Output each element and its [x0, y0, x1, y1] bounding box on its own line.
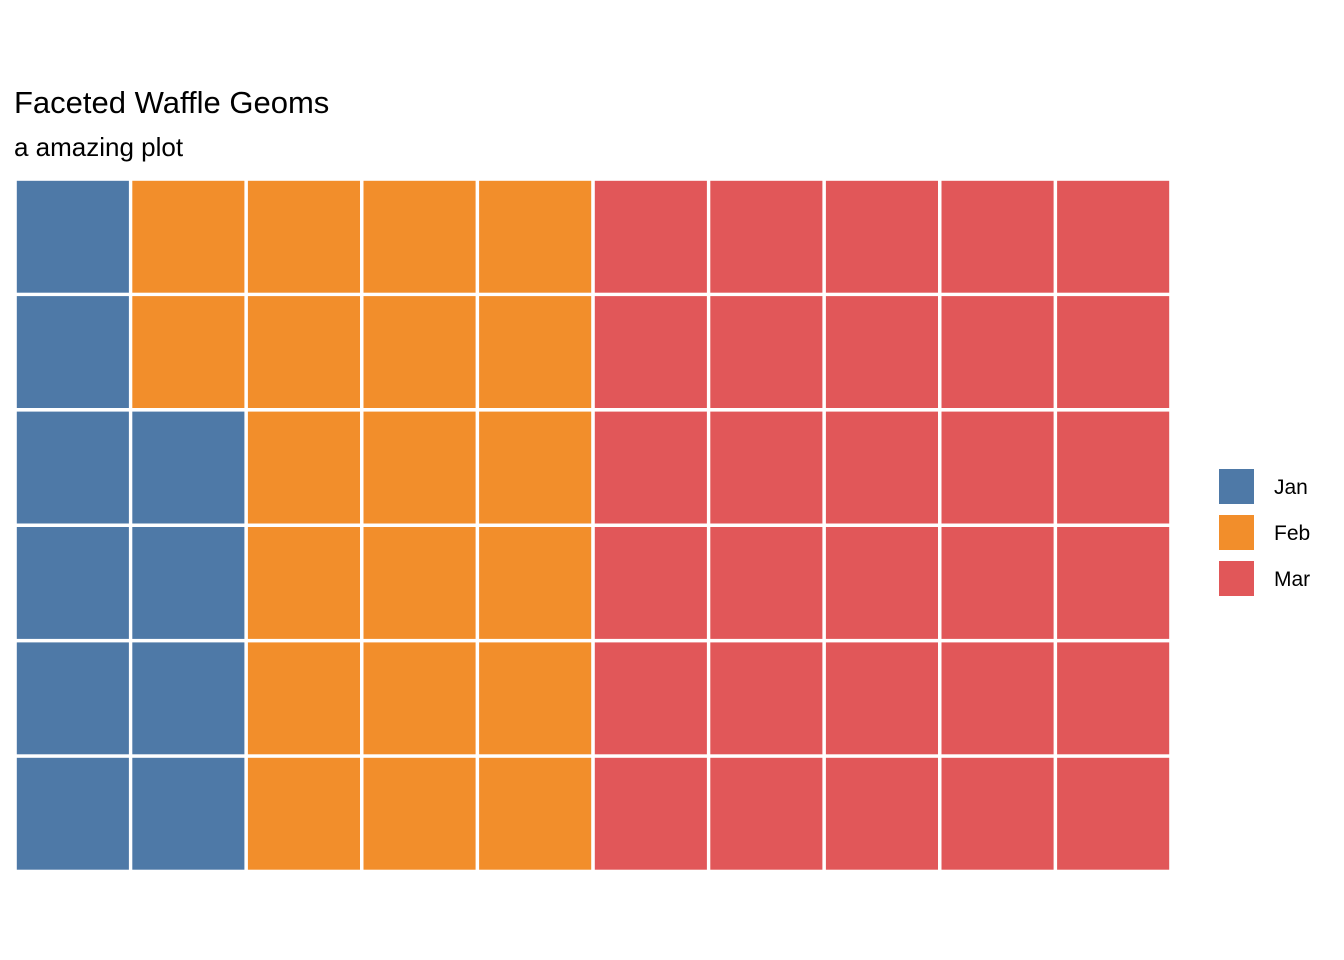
legend-item-jan: Jan [1219, 469, 1329, 515]
waffle-tile-mar [710, 757, 823, 870]
waffle-tile-feb [479, 757, 592, 870]
waffle-tile-feb [479, 527, 592, 639]
waffle-tile-mar [941, 411, 1054, 524]
waffle-tile-feb [479, 296, 592, 408]
waffle-tile-feb [247, 296, 360, 408]
waffle-tile-feb [363, 642, 476, 755]
waffle-tile-feb [479, 180, 592, 293]
waffle-tile-mar [710, 527, 823, 639]
waffle-tile-feb [363, 527, 476, 639]
waffle-tile-mar [594, 411, 707, 524]
legend-label-jan: Jan [1274, 476, 1308, 499]
waffle-tile-feb [247, 757, 360, 870]
waffle-tile-mar [825, 296, 938, 408]
waffle-tile-feb [247, 527, 360, 639]
waffle-tile-jan [16, 411, 129, 524]
waffle-tile-mar [1057, 527, 1170, 639]
waffle-tile-mar [594, 296, 707, 408]
waffle-tile-feb [479, 642, 592, 755]
waffle-tile-mar [1057, 411, 1170, 524]
waffle-tile-mar [594, 527, 707, 639]
waffle-tile-mar [1057, 642, 1170, 755]
waffle-tile-feb [132, 296, 245, 408]
waffle-tile-jan [132, 527, 245, 639]
legend-label-mar: Mar [1274, 568, 1311, 591]
waffle-tile-mar [941, 180, 1054, 293]
waffle-tile-jan [16, 180, 129, 293]
waffle-tile-mar [941, 642, 1054, 755]
waffle-tile-jan [16, 527, 129, 639]
waffle-tile-mar [710, 296, 823, 408]
waffle-tile-mar [710, 411, 823, 524]
waffle-tile-mar [1057, 296, 1170, 408]
chart-title: Faceted Waffle Geoms [14, 85, 330, 120]
legend-label-feb: Feb [1274, 522, 1311, 545]
waffle-tile-feb [363, 296, 476, 408]
waffle-tile-mar [710, 642, 823, 755]
legend-swatch-jan [1219, 469, 1254, 504]
waffle-tile-mar [825, 180, 938, 293]
waffle-tile-feb [247, 411, 360, 524]
chart-subtitle: a amazing plot [14, 132, 184, 162]
waffle-tile-mar [710, 180, 823, 293]
waffle-tile-jan [16, 642, 129, 755]
waffle-tile-feb [132, 180, 245, 293]
waffle-tile-mar [825, 757, 938, 870]
waffle-tile-mar [941, 757, 1054, 870]
waffle-tile-mar [1057, 757, 1170, 870]
waffle-tile-jan [16, 296, 129, 408]
waffle-tile-mar [825, 411, 938, 524]
waffle-tile-feb [363, 180, 476, 293]
waffle-tile-feb [247, 642, 360, 755]
legend-item-mar: Mar [1219, 561, 1329, 607]
legend-swatch-feb [1219, 515, 1254, 550]
waffle-tile-mar [941, 527, 1054, 639]
waffle-tile-jan [132, 411, 245, 524]
waffle-tile-jan [132, 757, 245, 870]
legend: Jan Feb Mar [1219, 469, 1329, 607]
waffle-tile-mar [1057, 180, 1170, 293]
waffle-tile-mar [594, 757, 707, 870]
waffle-tile-jan [132, 642, 245, 755]
waffle-tile-jan [16, 757, 129, 870]
waffle-tile-mar [594, 642, 707, 755]
waffle-tile-mar [825, 642, 938, 755]
waffle-tile-feb [363, 411, 476, 524]
waffle-tile-mar [594, 180, 707, 293]
waffle-tile-feb [363, 757, 476, 870]
waffle-tile-feb [247, 180, 360, 293]
waffle-tile-mar [941, 296, 1054, 408]
legend-item-feb: Feb [1219, 515, 1329, 561]
legend-swatch-mar [1219, 561, 1254, 596]
waffle-tile-mar [825, 527, 938, 639]
waffle-tile-feb [479, 411, 592, 524]
